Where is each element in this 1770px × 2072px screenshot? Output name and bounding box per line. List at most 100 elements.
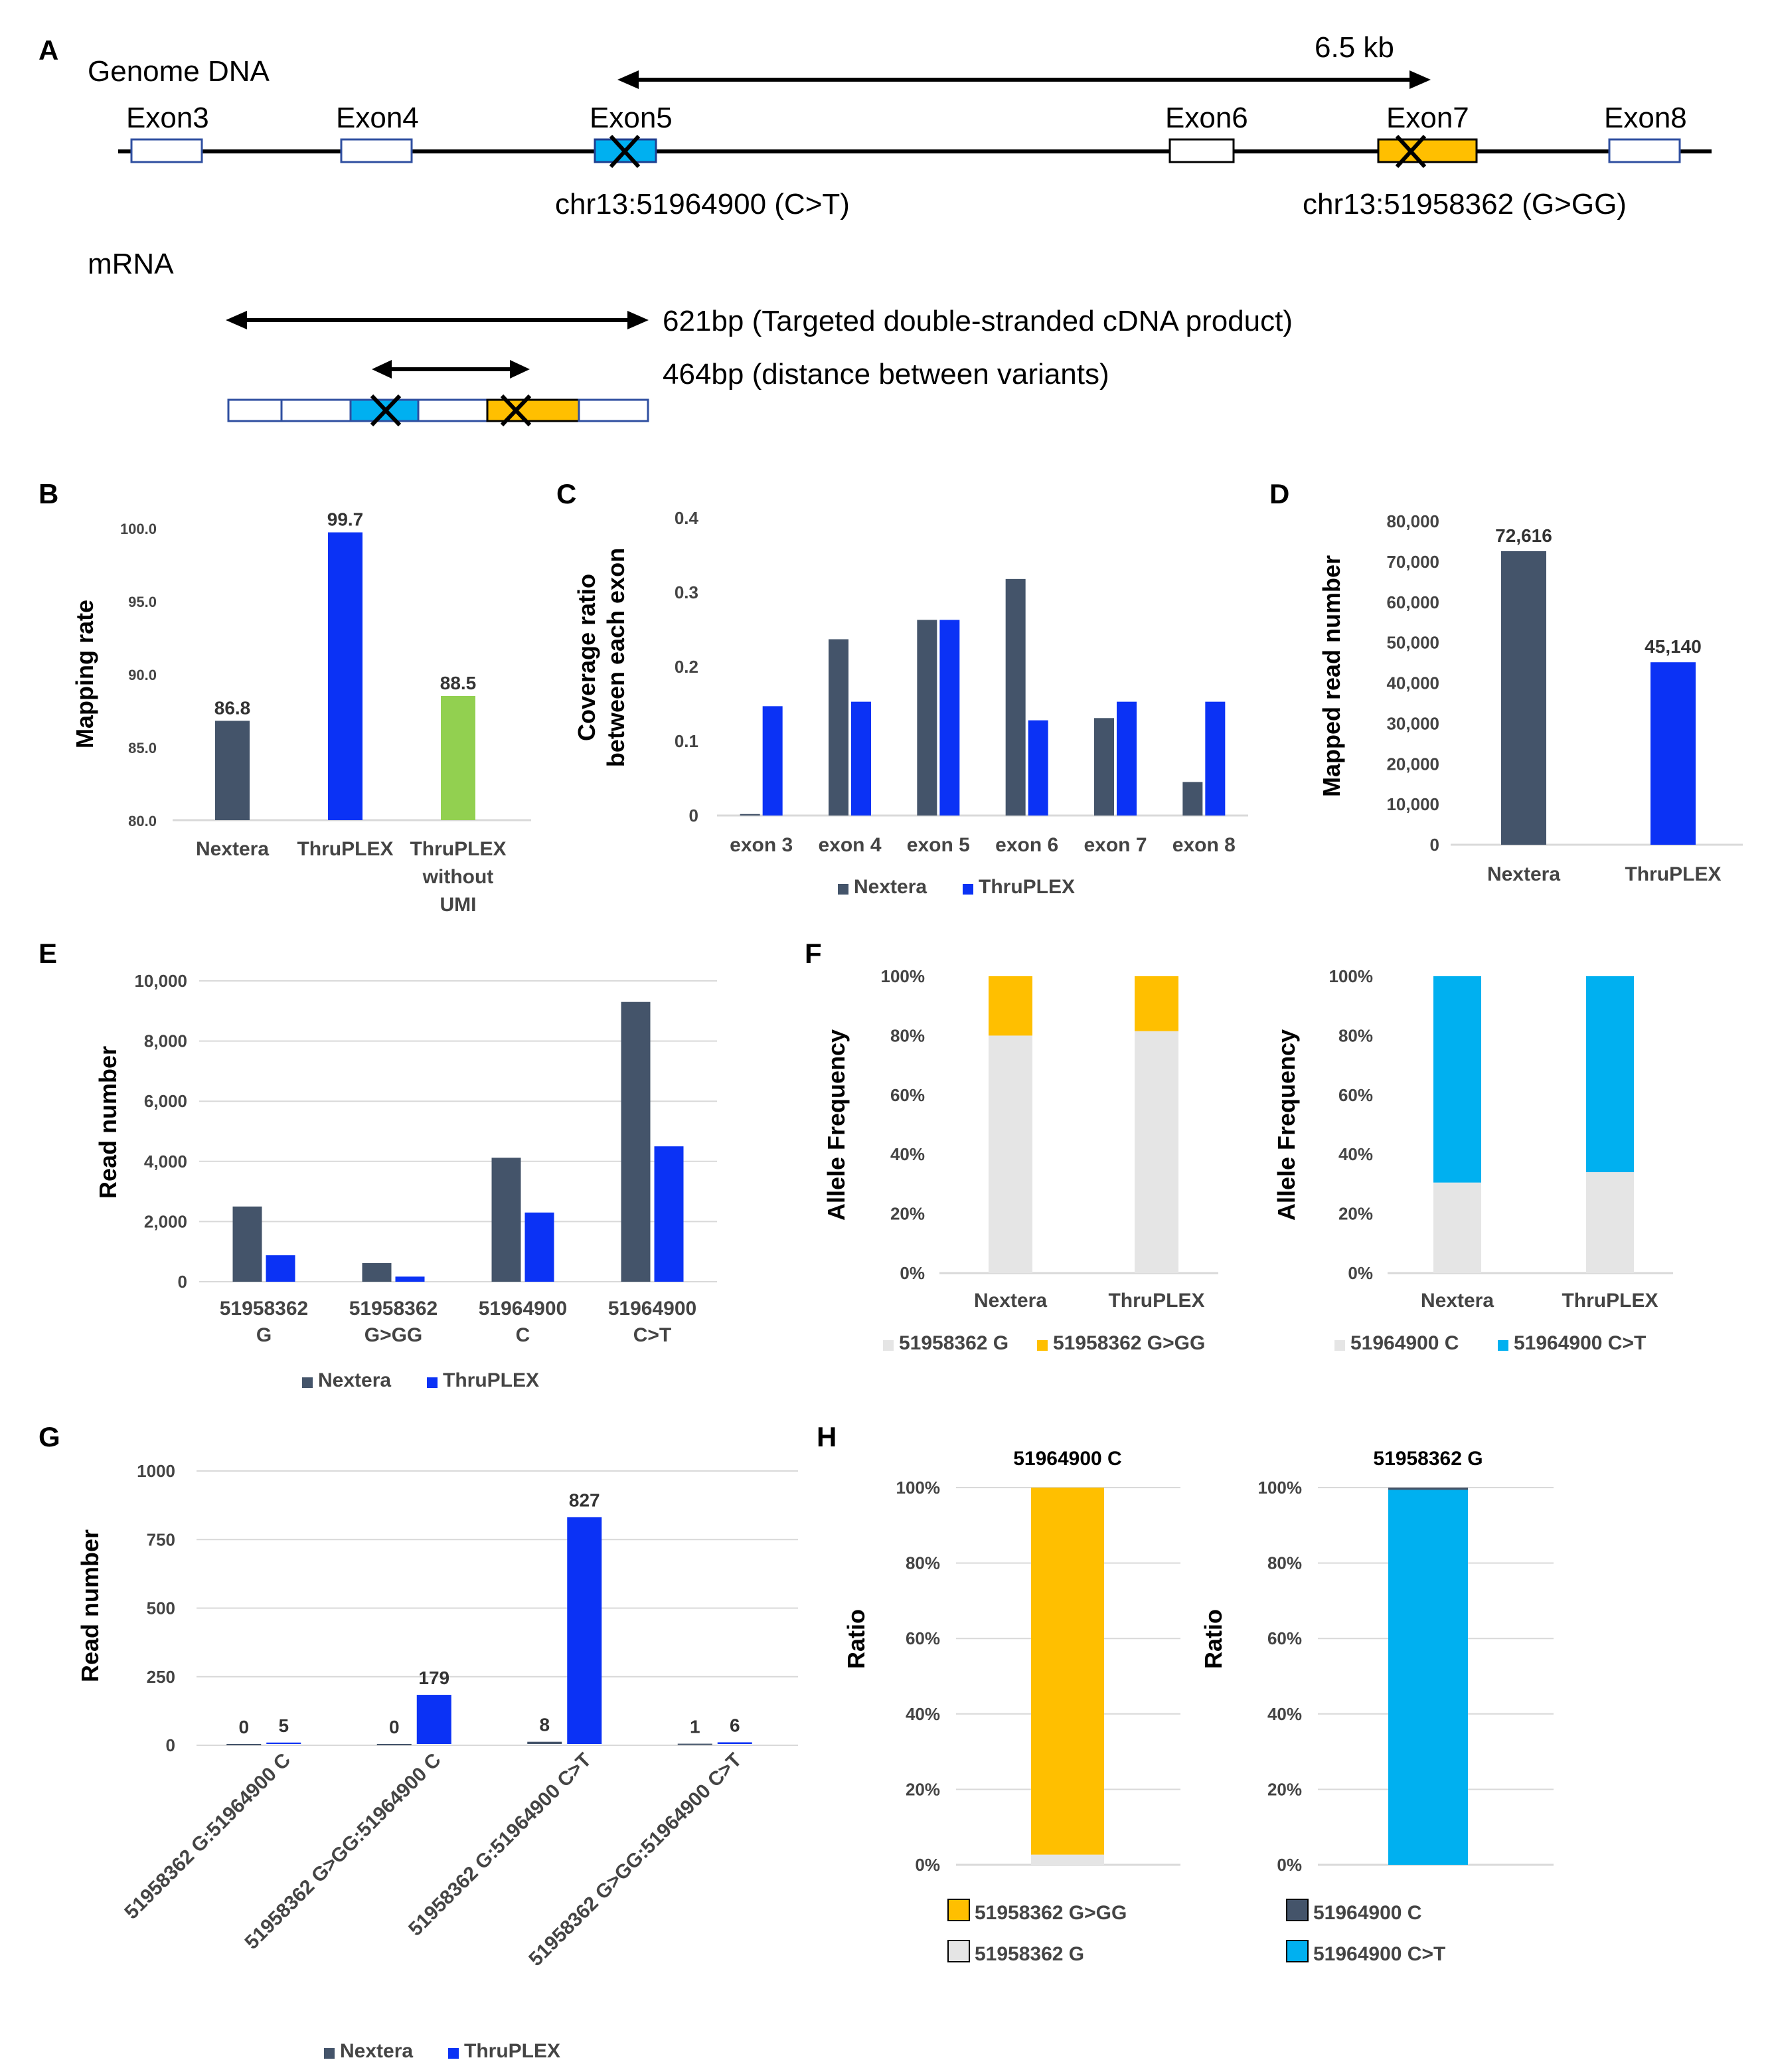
data-label: 5 [278, 1715, 289, 1736]
mrna-segment-exon6 [417, 398, 489, 422]
mrna-segment-exon4 [280, 398, 352, 422]
bar-thruplex [266, 1255, 295, 1282]
bar-thruplex [762, 706, 783, 816]
legend-c-t-label: 51964900 C>T [1514, 1332, 1646, 1354]
data-label: 8 [539, 1715, 550, 1735]
bar-thruplex [416, 1695, 451, 1744]
legend-g-gg-label: 51958362 G>GG [1053, 1332, 1205, 1354]
y-tick-label: 2,000 [144, 1211, 187, 1231]
bar-thruplex [395, 1276, 425, 1282]
y-tick-label: 80% [1267, 1553, 1302, 1573]
y-tick-label: 4,000 [144, 1152, 187, 1171]
y-tick-label: 60% [1267, 1628, 1302, 1648]
bar-nextera [1094, 718, 1114, 816]
x-tick-label: Nextera [1487, 863, 1560, 885]
chart-c: 0 0.1 0.2 0.3 0.4 exon 3 exon 4 exon 5 exon 6 exo… [573, 508, 1248, 898]
y-tick-label: 0 [178, 1272, 187, 1292]
data-label: 6 [730, 1715, 740, 1736]
genome-dna-label: Genome DNA [88, 55, 270, 88]
y-tick-label: 100% [896, 1478, 941, 1498]
x-tick-label: 51964900 [479, 1298, 567, 1320]
exon7-box [1377, 138, 1478, 163]
x-tick-label: Nextera [1421, 1290, 1494, 1312]
bar-nextera [232, 1206, 262, 1282]
x-tick-label: G [256, 1324, 272, 1346]
y-axis-label: Coverage ratiobetween each exon [573, 548, 629, 767]
bar [1650, 662, 1696, 845]
legend-c-t-swatch [1498, 1340, 1508, 1351]
y-tick-label: 80.0 [128, 813, 157, 829]
exon5-box [594, 138, 657, 163]
y-tick-label: 100% [1258, 1478, 1303, 1498]
y-tick-label: 80% [906, 1553, 940, 1573]
panel-letter-e: E [39, 938, 57, 969]
bar-segment [989, 976, 1032, 1036]
bar-nextera [527, 1741, 562, 1744]
chart-h-right: 0% 20% 40% 60% 80% 100% 51958362 G Ratio 5196490… [1200, 1448, 1554, 1965]
product-label: 621bp (Targeted double-stranded cDNA pro… [663, 305, 1293, 337]
bar-nextera [491, 1158, 521, 1282]
legend-g-gg-label: 51958362 G>GG [975, 1902, 1127, 1924]
bar-nextera [1182, 782, 1203, 816]
legend-nextera-swatch [324, 2048, 335, 2059]
bar-nextera [621, 1001, 651, 1282]
y-tick-label: 0 [166, 1735, 175, 1755]
y-tick-label: 20,000 [1386, 754, 1439, 774]
data-label: 45,140 [1645, 636, 1702, 657]
x-tick-label: exon 6 [995, 834, 1058, 856]
panel-letter-g: G [39, 1421, 60, 1452]
y-tick-label: 20% [906, 1779, 940, 1799]
legend-thruplex-label: ThruPLEX [464, 2040, 560, 2062]
exon8-label: Exon8 [1604, 102, 1687, 134]
product-arrow-right-head [627, 311, 649, 329]
bar-nextera [376, 1744, 412, 1745]
y-axis-label: Read number [76, 1529, 104, 1682]
legend-thruplex-swatch [427, 1377, 438, 1388]
data-label: 1 [690, 1717, 700, 1737]
chart-f-left: 0% 20% 40% 60% 80% 100% Nextera ThruPLEX Allele … [823, 966, 1218, 1354]
bar-thruplex [654, 1146, 684, 1282]
x-tick-label: ThruPLEX [1108, 1290, 1204, 1312]
bar-segment [1433, 976, 1481, 1183]
exon6-label: Exon6 [1165, 102, 1248, 134]
legend-c-swatch [1286, 1899, 1309, 1921]
exon4-label: Exon4 [336, 102, 419, 134]
bar-nextera [677, 1743, 712, 1745]
y-tick-label: 50,000 [1386, 633, 1439, 653]
x-tick-label: 51964900 [608, 1298, 696, 1320]
x-tick-label: UMI [440, 894, 477, 916]
panel-letter-a: A [39, 35, 58, 66]
variant-distance-arrow-left-head [372, 360, 392, 379]
x-tick-label: Nextera [974, 1290, 1047, 1312]
bar-nextera [226, 1744, 262, 1745]
panel-a: A Genome DNA 6.5 kb Exon3 Exon4 Exon5 Ex… [39, 31, 1712, 427]
y-tick-label: 60,000 [1386, 592, 1439, 612]
x-tick-label: 51958362 G:51964900 C [120, 1749, 295, 1924]
y-tick-label: 10,000 [1386, 794, 1439, 814]
y-tick-label: 0.1 [675, 731, 698, 751]
bar-segment [1031, 1854, 1104, 1865]
exon6-box [1168, 138, 1235, 163]
legend-c-label: 51964900 C [1350, 1332, 1459, 1354]
data-label: 0 [389, 1717, 400, 1737]
exon8-box [1608, 138, 1681, 163]
legend-nextera-label: Nextera [318, 1369, 391, 1391]
panel-letter-h: H [817, 1421, 837, 1452]
y-tick-label: 10,000 [134, 971, 187, 991]
chart-h-left: 0% 20% 40% 60% 80% 100% 51964900 C Ratio 5195836… [843, 1448, 1180, 1965]
x-tick-label: without [422, 866, 494, 888]
exon3-label: Exon3 [126, 102, 209, 134]
exon7-label: Exon7 [1386, 102, 1469, 134]
y-tick-label: 60% [1338, 1085, 1373, 1105]
y-tick-label: 20% [1267, 1779, 1302, 1799]
charts: 80.0 85.0 90.0 95.0 100.0 86.8 Nextera 99.7 Thru… [71, 508, 1743, 2062]
mrna-segment-exon8 [578, 398, 649, 422]
x-tick-label: C>T [633, 1324, 672, 1346]
y-tick-label: 250 [147, 1667, 175, 1687]
exon5-label: Exon5 [590, 102, 673, 134]
data-label: 88.5 [440, 673, 477, 693]
x-tick-label: G>GG [364, 1324, 423, 1346]
bar-segment [989, 1035, 1032, 1273]
bar-nextera [362, 1262, 392, 1282]
